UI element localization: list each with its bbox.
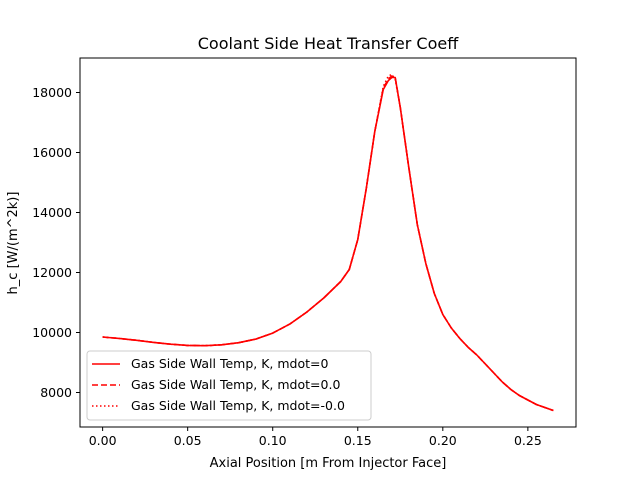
legend-label-mdot-neg-0.0: Gas Side Wall Temp, K, mdot=-0.0 — [131, 398, 345, 413]
y-tick-label: 10000 — [32, 325, 72, 340]
x-tick-label: 0.25 — [514, 433, 542, 448]
x-tick-label: 0.20 — [429, 433, 457, 448]
series-line-1 — [102, 75, 554, 412]
plot-frame — [79, 57, 577, 428]
y-tick-label: 8000 — [40, 385, 72, 400]
chart-title: Coolant Side Heat Transfer Coeff — [198, 34, 459, 53]
x-tick-label: 0.05 — [174, 433, 202, 448]
y-tick-label: 18000 — [32, 85, 72, 100]
y-axis-label: h_c [W/(m^2k)] — [6, 192, 21, 295]
y-tick-label: 16000 — [32, 145, 72, 160]
series-line-2 — [102, 73, 554, 412]
legend: Gas Side Wall Temp, K, mdot=0 Gas Side W… — [86, 350, 372, 421]
legend-box — [86, 350, 372, 421]
series-layer — [102, 73, 554, 412]
x-tick-label: 0.15 — [344, 433, 372, 448]
y-tick-label: 12000 — [32, 265, 72, 280]
x-axis-label: Axial Position [m From Injector Face] — [210, 456, 447, 471]
legend-label-mdot-0: Gas Side Wall Temp, K, mdot=0 — [131, 356, 329, 371]
x-tick-label: 0.00 — [89, 433, 117, 448]
legend-label-mdot-0.0: Gas Side Wall Temp, K, mdot=0.0 — [131, 377, 340, 392]
x-axis-ticks: 0.00 0.05 0.10 0.15 0.20 0.25 — [89, 427, 542, 448]
y-tick-label: 14000 — [32, 205, 72, 220]
x-tick-label: 0.10 — [259, 433, 287, 448]
y-axis-ticks: 8000 10000 12000 14000 16000 18000 — [32, 85, 80, 400]
